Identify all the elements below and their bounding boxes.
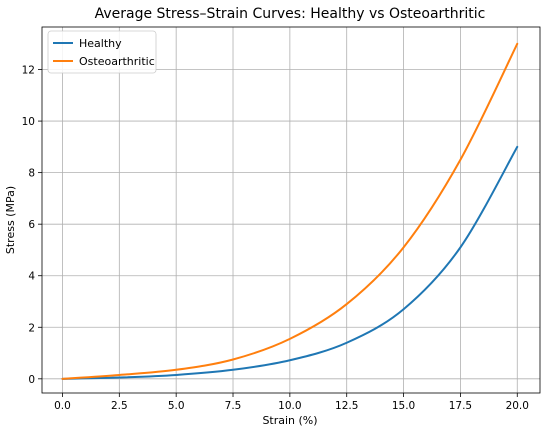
y-tick-label: 0 [28, 374, 35, 386]
y-tick-label: 12 [22, 65, 35, 77]
x-tick-label: 10.0 [278, 400, 301, 412]
grid [42, 27, 540, 393]
y-tick-label: 10 [22, 116, 35, 128]
x-axis-label: Strain (%) [262, 414, 317, 427]
series-layer [61, 42, 519, 380]
x-tick-label: 15.0 [392, 400, 415, 412]
x-tick-label: 2.5 [111, 400, 128, 412]
x-tick-label: 12.5 [335, 400, 358, 412]
plot-frame [41, 26, 541, 394]
legend-box [47, 30, 157, 74]
x-tick-label: 0.0 [54, 400, 71, 412]
x-tick-label: 17.5 [449, 400, 472, 412]
y-tick-label: 6 [28, 219, 35, 231]
legend-label-healthy: Healthy [79, 37, 122, 50]
x-tick-label: 7.5 [225, 400, 242, 412]
series-line-healthy [61, 145, 519, 380]
y-axis-label: Stress (MPa) [4, 186, 17, 254]
x-tick-label: 5.0 [168, 400, 185, 412]
legend: Healthy Osteoarthritic [47, 30, 157, 74]
x-tick-label: 20.0 [506, 400, 529, 412]
y-tick-label: 2 [28, 322, 35, 334]
y-tick-label: 4 [28, 271, 35, 283]
chart-title: Average Stress–Strain Curves: Healthy vs… [95, 6, 486, 22]
legend-label-osteoarthritic: Osteoarthritic [79, 55, 155, 68]
ticks: 0.0 2.5 5.0 7.5 10.0 12.5 15.0 17.5 20.0 0 2 4 6 8 10 1… [22, 65, 529, 412]
series-line-osteoarthritic [61, 42, 519, 380]
y-tick-label: 8 [28, 168, 35, 180]
